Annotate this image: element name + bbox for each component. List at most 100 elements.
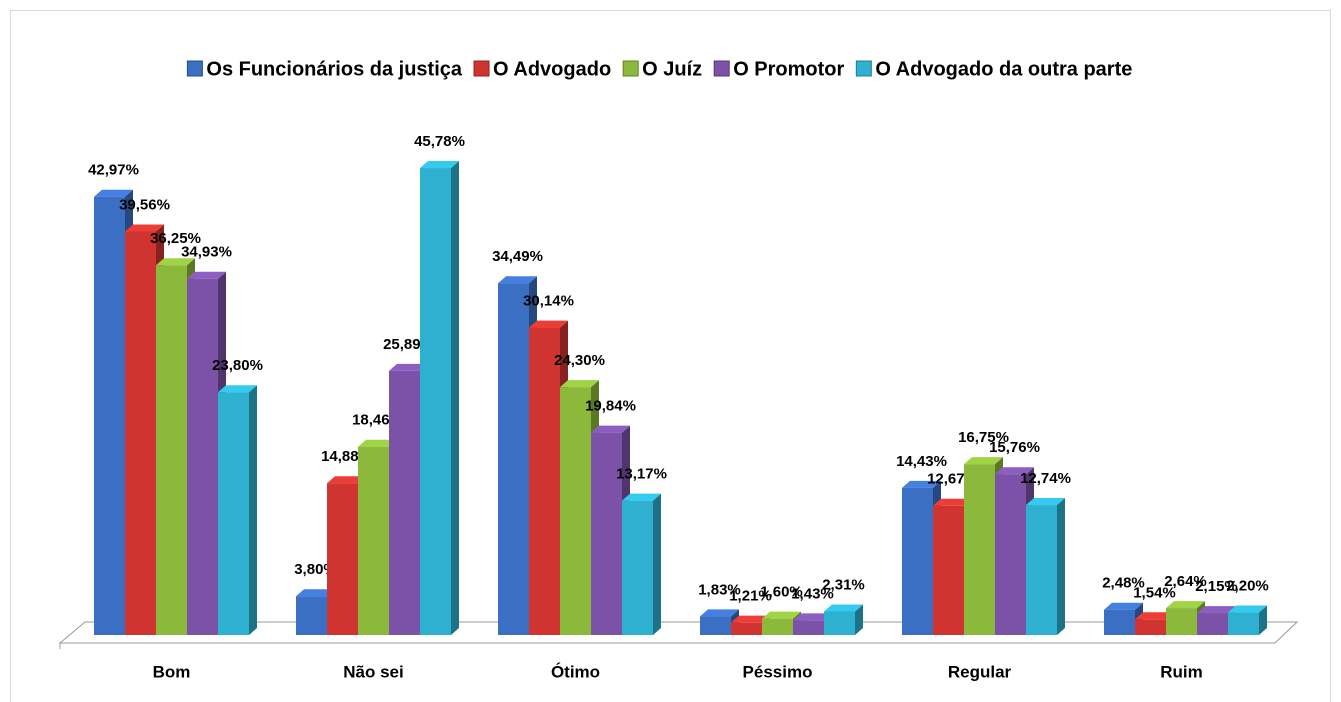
bar-top: [1228, 605, 1267, 613]
x-tick-label: Bom: [153, 662, 191, 681]
value-label: 1,43%: [791, 585, 834, 602]
bar-top: [389, 363, 428, 371]
legend-swatch: [186, 60, 203, 77]
bar: [1166, 608, 1197, 635]
value-label: 2,64%: [1164, 573, 1207, 590]
bar-top: [358, 439, 397, 447]
value-label: 2,31%: [822, 576, 865, 593]
value-label: 30,14%: [523, 293, 574, 310]
bar-top: [218, 385, 257, 393]
x-tick-label: Ruim: [1160, 662, 1203, 681]
bar-side: [1057, 498, 1065, 635]
bar: [964, 464, 995, 635]
bar-top: [902, 480, 941, 488]
bar: [156, 265, 187, 635]
bar-top: [94, 189, 133, 197]
value-label: 23,80%: [212, 357, 263, 374]
bar: [700, 616, 731, 635]
bar: [995, 474, 1026, 635]
value-label: 1,21%: [729, 588, 772, 605]
bar: [824, 611, 855, 635]
bar: [1135, 619, 1166, 635]
bar-top: [1026, 498, 1065, 506]
bar-top: [420, 161, 459, 169]
bar: [902, 487, 933, 635]
bar: [498, 283, 529, 635]
legend-swatch: [713, 60, 730, 77]
bar-top: [498, 276, 537, 284]
bar: [94, 196, 125, 635]
value-label: 34,93%: [181, 244, 232, 261]
value-label: 39,56%: [119, 196, 170, 213]
value-label: 19,84%: [585, 398, 636, 415]
value-label: 2,20%: [1226, 578, 1269, 595]
value-label: 16,75%: [958, 429, 1009, 446]
legend-swatch: [622, 60, 639, 77]
bar: [187, 278, 218, 635]
bar-side: [249, 385, 257, 635]
bar: [762, 618, 793, 635]
bar: [1104, 609, 1135, 635]
legend-label: O Advogado: [493, 58, 611, 80]
value-label: 2,15%: [1195, 578, 1238, 595]
x-tick-label: Não sei: [343, 662, 403, 681]
bar-side: [1259, 605, 1267, 635]
bar-top: [1135, 612, 1174, 620]
value-label: 15,76%: [989, 439, 1040, 456]
legend-swatch: [473, 60, 490, 77]
bar-top: [700, 609, 739, 617]
legend-swatch: [855, 60, 872, 77]
bar: [296, 596, 327, 635]
bar: [793, 620, 824, 635]
bar-top: [824, 604, 863, 612]
value-label: 1,60%: [760, 584, 803, 601]
legend-label: O Juíz: [642, 58, 702, 80]
value-label: 2,48%: [1102, 575, 1145, 592]
bar-side: [653, 493, 661, 635]
value-label: 42,97%: [88, 162, 139, 179]
bar: [529, 327, 560, 635]
bar: [1197, 613, 1228, 635]
x-tick-label: Regular: [948, 662, 1012, 681]
value-label: 12,74%: [1020, 470, 1071, 487]
legend-label: O Promotor: [733, 58, 844, 80]
x-tick-label: Ótimo: [551, 662, 600, 681]
bar: [933, 505, 964, 635]
bar-top: [622, 493, 661, 501]
bar-top: [529, 320, 568, 328]
bar-top: [1197, 606, 1236, 614]
bar-top: [1104, 602, 1143, 610]
bar-top: [995, 467, 1034, 475]
bar-top: [731, 615, 770, 623]
bar: [1026, 505, 1057, 635]
bar: [1228, 612, 1259, 635]
bar-side: [451, 161, 459, 635]
x-tick-label: Péssimo: [743, 662, 813, 681]
bar-top: [187, 271, 226, 279]
bar: [125, 231, 156, 635]
bar-top: [156, 258, 195, 266]
bar: [731, 622, 762, 635]
legend-label: O Advogado da outra parte: [875, 58, 1132, 80]
value-label: 1,83%: [698, 581, 741, 598]
bar: [358, 446, 389, 635]
bar-top: [1166, 601, 1205, 609]
value-label: 36,25%: [150, 230, 201, 247]
chart-frame: [10, 10, 1331, 702]
bar-top: [560, 380, 599, 388]
value-label: 13,17%: [616, 466, 667, 483]
bar-top: [591, 425, 630, 433]
value-label: 3,80%: [294, 561, 337, 578]
bar: [591, 432, 622, 635]
bar-top: [125, 224, 164, 232]
bar: [218, 392, 249, 635]
bar: [622, 500, 653, 635]
value-label: 34,49%: [492, 248, 543, 265]
bar-side: [855, 604, 863, 635]
bar: [560, 387, 591, 635]
bar: [420, 168, 451, 635]
bar-top: [762, 611, 801, 619]
value-label: 14,43%: [896, 453, 947, 470]
bar-top: [327, 476, 366, 484]
